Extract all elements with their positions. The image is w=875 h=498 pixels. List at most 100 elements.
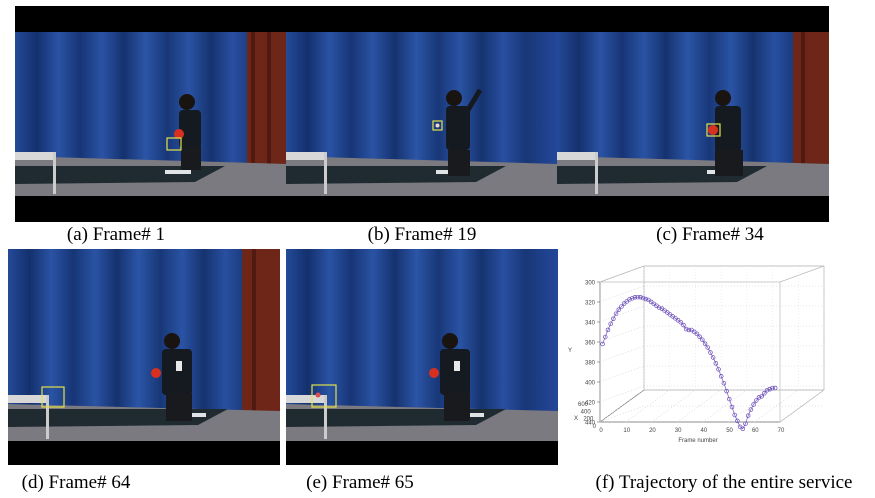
x-tick-label: 40: [701, 428, 708, 434]
video-frame-a: [15, 6, 287, 222]
trajectory-point: [613, 311, 619, 316]
trajectory-point: [743, 421, 748, 426]
grid-line: [625, 389, 670, 423]
y-tick-label: 360: [585, 341, 596, 347]
trajectory-point: [611, 316, 616, 321]
video-frame-c: [557, 6, 829, 222]
z-tick-label: 600: [578, 402, 589, 408]
grid-line: [599, 385, 645, 403]
grid-line: [599, 265, 645, 283]
grid-line: [676, 389, 722, 423]
y-axis-label: Y: [568, 348, 572, 354]
y-tick-label: 340: [585, 321, 596, 327]
trajectory-point: [762, 391, 767, 396]
tracker-box: [311, 384, 337, 408]
trajectory-point: [635, 294, 640, 300]
x-tick-label: 60: [752, 428, 759, 434]
trajectory-point: [616, 307, 621, 312]
trajectory-point: [603, 334, 608, 340]
x-tick-label: 10: [623, 428, 630, 434]
player: [708, 90, 743, 176]
trajectory-point: [732, 412, 737, 418]
trajectory-point: [772, 385, 778, 391]
trajectory-point: [700, 337, 705, 342]
trajectory-point: [770, 385, 775, 391]
axis-line: [779, 265, 825, 283]
grid-line: [651, 389, 696, 423]
trajectory-point: [710, 355, 716, 360]
trajectory-point: [619, 304, 624, 309]
x-tick-label: 30: [675, 428, 682, 434]
video-frame-b: [286, 6, 558, 222]
player: [446, 88, 483, 176]
trajectory-point: [748, 407, 754, 412]
grid-line: [599, 325, 645, 343]
caption-c: (c) Frame# 34: [656, 224, 764, 245]
caption-e: (e) Frame# 65: [306, 472, 414, 493]
grid-line: [702, 389, 748, 423]
trajectory-point: [724, 388, 729, 394]
trajectory-point: [632, 294, 638, 300]
z-tick-label: 200: [583, 417, 594, 423]
trajectory-point: [754, 398, 759, 403]
caption-b: (b) Frame# 19: [367, 224, 477, 245]
trajectory-point: [605, 327, 611, 333]
tracker-box: [41, 386, 65, 408]
caption-d: (d) Frame# 64: [21, 472, 131, 493]
y-tick-label: 420: [585, 401, 596, 407]
player: [174, 94, 201, 170]
trajectory-point: [756, 395, 762, 400]
trajectory-point: [708, 350, 713, 355]
grid-line: [779, 389, 825, 423]
trajectory-plot: 300 320 340 360 380 400 420 440 Y 0 10 20 30 40 50 60 70…: [560, 258, 872, 474]
z-axis-label: X: [574, 416, 578, 422]
player: [429, 333, 470, 421]
trajectory-point: [629, 296, 635, 301]
trajectory-point: [643, 296, 648, 302]
z-tick-label: 0: [593, 424, 597, 430]
x-axis-label: Frame number: [678, 438, 717, 444]
trajectory-point: [678, 319, 684, 325]
trajectory-point: [740, 426, 746, 432]
tracker-box: [166, 137, 182, 151]
x-tick-label: 20: [649, 428, 656, 434]
tracker-box: [432, 120, 443, 131]
caption-f: (f) Trajectory of the entire service: [595, 472, 853, 493]
grid-line: [599, 405, 645, 423]
y-tick-label: 320: [585, 301, 596, 307]
y-tick-label: 300: [585, 281, 596, 287]
x-tick-label: 0: [599, 428, 603, 434]
trajectory-point: [759, 394, 764, 399]
trajectory-point: [686, 327, 692, 333]
trajectory-point: [716, 367, 721, 372]
trajectory-point: [638, 294, 643, 300]
tracker-box: [706, 123, 721, 137]
grid-line: [599, 365, 645, 383]
trajectory-point: [713, 361, 719, 366]
y-tick-label: 400: [585, 381, 596, 387]
grid-line: [754, 389, 799, 423]
trajectory-point: [681, 322, 686, 328]
trajectory-point: [656, 305, 662, 310]
trajectory-point: [767, 386, 773, 392]
x-tick-label: 70: [778, 428, 785, 434]
trajectory-point: [727, 396, 732, 402]
trajectory-point: [751, 402, 756, 407]
z-tick-label: 400: [581, 409, 592, 415]
trajectory-point: [745, 413, 751, 418]
trajectory-point: [718, 373, 724, 379]
trajectory-point: [729, 404, 735, 410]
player: [151, 333, 192, 421]
y-tick-label: 380: [585, 361, 596, 367]
trajectory-point: [600, 341, 605, 347]
caption-a: (a) Frame# 1: [66, 224, 166, 245]
trajectory-point: [721, 380, 727, 386]
trajectory-point: [694, 331, 700, 337]
trajectory-point: [627, 297, 632, 302]
trajectory-point: [640, 295, 646, 301]
trajectory-point: [735, 418, 740, 424]
grid-line: [599, 389, 645, 423]
grid-line: [599, 345, 645, 363]
x-tick-label: 50: [726, 428, 733, 434]
trajectory-point: [702, 341, 708, 346]
